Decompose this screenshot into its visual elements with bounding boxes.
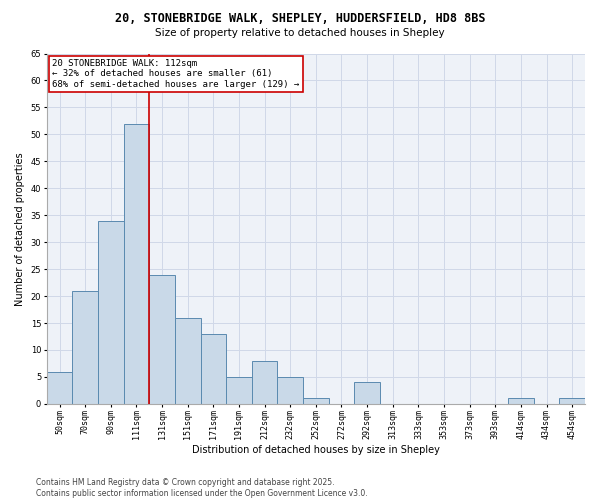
Bar [252,361,277,404]
Y-axis label: Number of detached properties: Number of detached properties [15,152,25,306]
Bar [355,382,380,404]
Text: Contains HM Land Registry data © Crown copyright and database right 2025.
Contai: Contains HM Land Registry data © Crown c… [36,478,368,498]
Bar [559,398,585,404]
Bar [149,274,175,404]
Bar [124,124,149,404]
Bar [47,372,73,404]
Bar [73,290,98,404]
Text: 20, STONEBRIDGE WALK, SHEPLEY, HUDDERSFIELD, HD8 8BS: 20, STONEBRIDGE WALK, SHEPLEY, HUDDERSFI… [115,12,485,26]
Bar [226,377,252,404]
Text: Size of property relative to detached houses in Shepley: Size of property relative to detached ho… [155,28,445,38]
Bar [508,398,534,404]
X-axis label: Distribution of detached houses by size in Shepley: Distribution of detached houses by size … [192,445,440,455]
Bar [277,377,303,404]
Bar [98,220,124,404]
Bar [200,334,226,404]
Text: 20 STONEBRIDGE WALK: 112sqm
← 32% of detached houses are smaller (61)
68% of sem: 20 STONEBRIDGE WALK: 112sqm ← 32% of det… [52,59,299,88]
Bar [175,318,200,404]
Bar [303,398,329,404]
